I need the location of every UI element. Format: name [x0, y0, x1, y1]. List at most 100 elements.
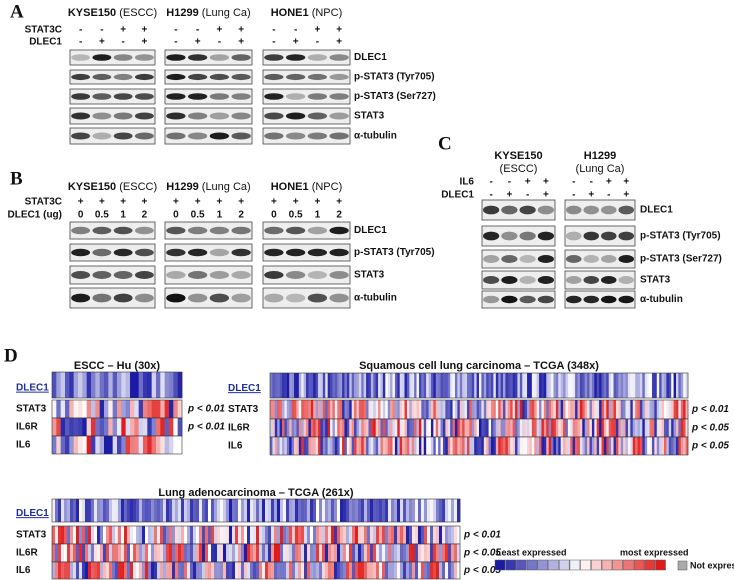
- heatmap-cell: [421, 437, 425, 455]
- heatmap-cell: [325, 400, 328, 419]
- heatmap-cell: [366, 400, 369, 419]
- heatmap-cell: [69, 418, 74, 436]
- heatmap-cell: [572, 419, 576, 437]
- heatmap-cell: [659, 419, 662, 437]
- heatmap-cell: [99, 418, 105, 436]
- heatmap-cell: [515, 437, 518, 455]
- blot-band: [264, 293, 284, 303]
- heatmap-cell: [558, 400, 561, 419]
- heatmap-cell: [127, 544, 131, 562]
- heatmap-cell: [507, 437, 511, 455]
- heatmap-cell: [457, 437, 461, 455]
- heatmap-cell: [306, 419, 309, 437]
- treatment-sign: +: [78, 197, 84, 208]
- heatmap-cell: [164, 436, 170, 454]
- heatmap-cell: [582, 400, 585, 419]
- heatmap-cell: [301, 419, 304, 437]
- heatmap-cell: [67, 562, 71, 579]
- heatmap-cell: [531, 419, 535, 437]
- heatmap-cell: [330, 419, 333, 437]
- treatment-sign: -: [526, 190, 529, 201]
- heatmap-cell: [433, 419, 437, 437]
- heatmap-cell: [298, 499, 302, 522]
- heatmap-cell: [346, 526, 350, 544]
- heatmap-cell: [100, 544, 104, 562]
- heatmap-cell: [510, 400, 513, 419]
- heatmap-cell: [644, 419, 648, 437]
- heatmap-cell: [382, 419, 386, 437]
- heatmap-cell: [58, 562, 62, 579]
- heatmap-cell: [52, 526, 56, 544]
- blot-band: [231, 132, 251, 140]
- blot-band: [565, 255, 582, 263]
- heatmap-cell: [56, 400, 61, 418]
- blot-band: [285, 54, 306, 61]
- heatmap-cell: [428, 437, 432, 455]
- heatmap-cell: [244, 526, 248, 544]
- heatmap-cell: [157, 526, 161, 544]
- blot-band: [134, 293, 154, 303]
- heatmap-cell: [355, 544, 359, 562]
- blot-strip: [262, 243, 351, 262]
- heatmap-cell: [423, 437, 427, 455]
- heatmap-cell: [241, 526, 245, 544]
- heatmap-cell: [112, 436, 118, 454]
- blot-band: [519, 205, 536, 215]
- blot-band: [92, 293, 112, 303]
- heatmap-cell: [363, 437, 367, 455]
- heatmap-cell: [457, 544, 461, 562]
- heatmap-cell: [322, 437, 326, 455]
- treatment-sign: -: [607, 190, 610, 201]
- heatmap-cell: [259, 562, 263, 579]
- heatmap-cell: [625, 373, 629, 398]
- heatmap-cell: [406, 544, 410, 562]
- heatmap-cell: [412, 562, 416, 579]
- heatmap-cell: [104, 436, 109, 454]
- cell-line-name: H1299: [166, 181, 198, 193]
- treatment-sign: +: [195, 197, 201, 208]
- heatmap-cell: [584, 419, 588, 437]
- heatmap-cell: [256, 562, 260, 579]
- heatmap-cell: [145, 499, 149, 522]
- heatmap-cell: [151, 400, 157, 418]
- blot-band: [264, 132, 284, 140]
- heatmap-cell: [448, 499, 452, 522]
- heatmap-cell: [524, 419, 528, 437]
- heatmap-cell: [430, 562, 434, 579]
- heatmap-cell: [666, 437, 670, 455]
- legend-swatch: [623, 559, 634, 571]
- heatmap-cell: [642, 373, 646, 398]
- heatmap-cell: [418, 562, 422, 579]
- heatmap-cell: [555, 419, 559, 437]
- heatmap-cell: [95, 418, 100, 436]
- heatmap-cell: [505, 373, 509, 398]
- heatmap-cell: [56, 436, 61, 454]
- heatmap-cell: [404, 373, 408, 398]
- heatmap-cell: [368, 437, 372, 455]
- heatmap-cell: [553, 400, 557, 419]
- heatmap-cell: [94, 526, 98, 544]
- treatment-sign: +: [120, 25, 126, 36]
- heatmap-cell: [394, 373, 398, 398]
- heatmap-cell: [82, 418, 87, 436]
- heatmap-cell: [625, 437, 629, 455]
- heatmap-cell: [454, 373, 458, 398]
- heatmap-cell: [613, 373, 617, 398]
- heatmap-cell: [172, 499, 176, 522]
- heatmap-cell: [529, 437, 533, 455]
- heatmap-cell: [130, 418, 135, 436]
- heatmap-cell: [529, 419, 533, 437]
- heatmap-cell: [397, 526, 401, 544]
- heatmap-cell: [618, 373, 622, 398]
- heatmap-cell: [659, 373, 662, 398]
- blot-band: [307, 248, 328, 257]
- heatmap-cell: [73, 436, 79, 454]
- blot-band: [565, 295, 582, 304]
- heatmap-cell: [661, 400, 665, 419]
- blot-band: [113, 112, 133, 120]
- heatmap-cell: [82, 400, 87, 418]
- heatmap-cell: [70, 562, 74, 579]
- heatmap-cell: [483, 437, 487, 455]
- heatmap-cell: [220, 544, 224, 562]
- treatment-sign: -: [590, 177, 593, 188]
